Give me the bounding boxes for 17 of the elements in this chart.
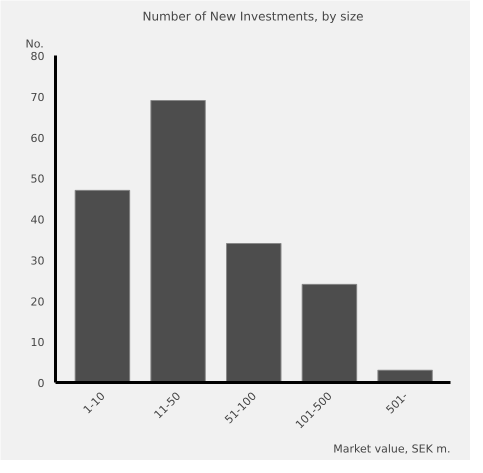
bar <box>150 100 206 382</box>
bar <box>377 370 433 382</box>
y-tick-label: 60 <box>30 132 45 145</box>
y-tick-label: 0 <box>38 377 44 390</box>
y-tick-label: 40 <box>30 214 45 226</box>
y-tick-label: 80 <box>30 50 45 63</box>
y-axis-title: No. <box>26 38 44 50</box>
bar <box>74 190 130 382</box>
y-tick-label: 30 <box>30 254 45 268</box>
y-tick-label: 20 <box>30 295 45 308</box>
bar <box>226 243 282 382</box>
y-tick-label: 70 <box>30 90 45 104</box>
bar <box>302 284 358 382</box>
x-axis-title: Market value, SEK m. <box>333 442 450 456</box>
y-tick-label: 50 <box>30 172 45 186</box>
chart-title: Number of New Investments, by size <box>142 10 364 24</box>
y-tick-label: 10 <box>30 336 45 350</box>
